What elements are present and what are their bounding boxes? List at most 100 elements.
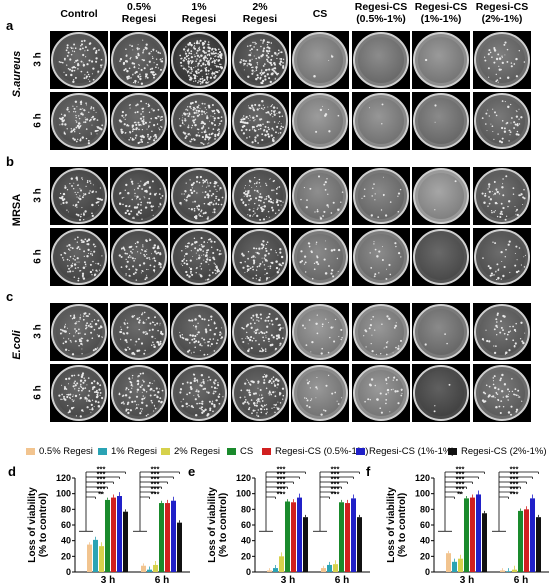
- colonies: [239, 240, 285, 282]
- agar-surface: [358, 98, 404, 144]
- agar-surface: [358, 370, 404, 416]
- y-tick-label: 0: [66, 567, 71, 577]
- bar: [476, 494, 481, 572]
- time-label: 3 h: [32, 324, 44, 339]
- agar-surface: [479, 98, 525, 144]
- petri-dish-image: [412, 303, 470, 361]
- colonies: [315, 105, 340, 133]
- petri-dish: [111, 365, 167, 421]
- legend-item: CS: [227, 446, 253, 457]
- agar-surface: [479, 370, 525, 416]
- agar-surface: [297, 173, 344, 220]
- petri-dish-image: [352, 31, 410, 89]
- chart-f: f Loss of viability (% to control) 0 20 40 60 8…: [366, 464, 549, 586]
- agar-surface: [418, 309, 464, 355]
- y-tick-label: 0: [425, 567, 430, 577]
- y-tick-label: 60: [241, 520, 251, 530]
- petri-dish: [171, 304, 227, 360]
- y-tick-label: 60: [420, 520, 430, 530]
- petri-dish-image: [231, 228, 289, 286]
- x-tick-label: 6 h: [514, 575, 528, 586]
- colonies: [58, 100, 104, 145]
- agar-surface: [176, 370, 224, 417]
- bar: [530, 498, 535, 572]
- agar-surface: [176, 309, 224, 356]
- colonies: [434, 104, 437, 123]
- y-tick-label: 20: [420, 551, 430, 561]
- petri-dish: [51, 229, 107, 285]
- agar-surface: [358, 234, 404, 280]
- significance-label: ***: [456, 470, 465, 479]
- petri-dish: [232, 229, 288, 285]
- significance-label: ***: [331, 490, 340, 499]
- petri-dish: [111, 304, 167, 360]
- petri-dish: [51, 304, 107, 360]
- bar: [117, 496, 122, 572]
- bar: [273, 568, 278, 572]
- agar-surface: [479, 234, 526, 281]
- column-header-6: Regesi-CS (1%-1%): [414, 1, 468, 25]
- colonies: [179, 100, 223, 146]
- petri-dish: [292, 229, 348, 285]
- colonies: [241, 312, 284, 353]
- agar-surface: [116, 98, 163, 145]
- colonies: [118, 238, 162, 281]
- petri-dish-image: [412, 31, 470, 89]
- colonies: [60, 236, 103, 282]
- petri-dish: [413, 304, 469, 360]
- significance-label: ***: [456, 465, 465, 474]
- petri-dish-image: [412, 92, 470, 150]
- significance-label: ***: [456, 485, 465, 494]
- petri-dish: [232, 365, 288, 421]
- bar: [458, 558, 463, 572]
- y-axis-label: (% to control): [218, 493, 229, 557]
- agar-surface: [237, 98, 284, 144]
- petri-dish: [413, 168, 469, 224]
- colonies: [418, 234, 468, 284]
- y-tick-label: 120: [415, 473, 430, 483]
- bar: [297, 497, 302, 572]
- bar: [291, 502, 296, 572]
- petri-dish: [111, 32, 167, 88]
- petri-dish-image: [170, 228, 228, 286]
- petri-dish: [353, 304, 409, 360]
- time-label: 6 h: [32, 385, 44, 400]
- y-tick-label: 80: [420, 504, 430, 514]
- petri-dish-image: [110, 228, 168, 286]
- bar: [470, 497, 475, 572]
- bar: [303, 517, 308, 572]
- significance-label: ***: [277, 480, 286, 489]
- bar: [357, 517, 362, 572]
- agar-surface: [116, 309, 164, 356]
- x-tick-label: 6 h: [155, 575, 169, 586]
- bar: [87, 544, 92, 572]
- petri-dish: [292, 168, 348, 224]
- legend-item: Regesi-CS (2%-1%): [448, 446, 547, 457]
- petri-dish-image: [412, 228, 470, 286]
- colonies: [119, 311, 164, 356]
- significance-label: ***: [510, 465, 519, 474]
- significance-label: ***: [331, 475, 340, 484]
- significance-label: ***: [277, 490, 286, 499]
- bar: [333, 564, 338, 572]
- petri-dish-image: [231, 92, 289, 150]
- petri-dish: [171, 32, 227, 88]
- y-tick-label: 80: [241, 504, 251, 514]
- colonies: [434, 180, 457, 211]
- petri-dish-image: [110, 167, 168, 225]
- agar-surface: [418, 173, 464, 219]
- significance-label: ***: [151, 490, 160, 499]
- petri-dish-image: [473, 31, 531, 89]
- colonies: [299, 240, 341, 280]
- y-tick-label: 100: [56, 489, 71, 499]
- x-tick-label: 6 h: [335, 575, 349, 586]
- significance-label: ***: [151, 475, 160, 484]
- significance-label: ***: [510, 470, 519, 479]
- petri-dish: [474, 32, 530, 88]
- legend-item: 0.5% Regesi: [26, 446, 93, 457]
- bar: [506, 571, 511, 572]
- petri-dish-image: [352, 228, 410, 286]
- legend-swatch: [26, 448, 35, 455]
